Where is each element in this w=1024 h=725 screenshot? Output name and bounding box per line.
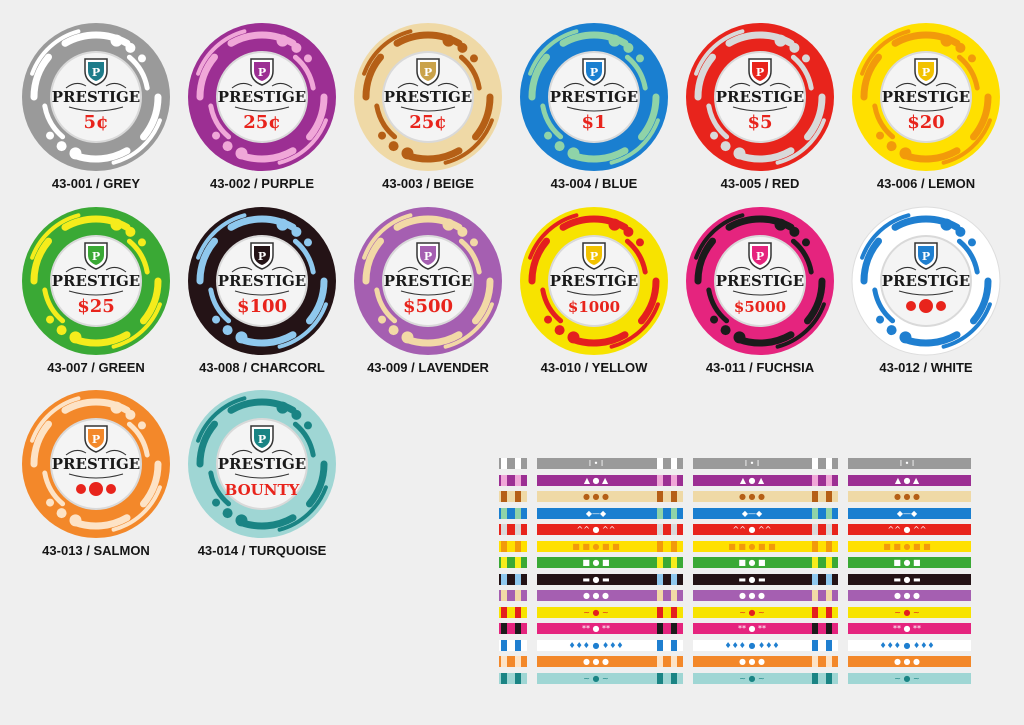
poker-chip-red: P PRESTIGE $5	[685, 22, 835, 172]
svg-text:$25: $25	[77, 296, 115, 317]
svg-text:PRESTIGE: PRESTIGE	[218, 455, 306, 473]
svg-text:PRESTIGE: PRESTIGE	[716, 88, 804, 106]
svg-text:$500: $500	[403, 296, 453, 317]
poker-chip-lavender: P PRESTIGE $500	[353, 206, 503, 356]
svg-text:P: P	[922, 66, 930, 79]
poker-chip-charcorl: P PRESTIGE $100	[187, 206, 337, 356]
edge-stripe-row: ■ ● ■ ■ ● ■ ■ ● ■	[499, 557, 971, 568]
edge-stripe-row: ♦♦♦ ● ♦♦♦ ♦♦♦ ● ♦♦♦ ♦♦♦ ● ♦♦♦	[499, 639, 971, 651]
svg-text:PRESTIGE: PRESTIGE	[384, 272, 472, 290]
svg-text:$5: $5	[747, 112, 772, 133]
svg-text:PRESTIGE: PRESTIGE	[52, 455, 140, 473]
chip-label: 43-008 / CHARCORL	[199, 360, 325, 375]
svg-text:PRESTIGE: PRESTIGE	[716, 272, 804, 290]
chip-label: 43-005 / RED	[720, 176, 800, 191]
poker-chip-yellow: P PRESTIGE $1000	[519, 206, 669, 356]
svg-text:PRESTIGE: PRESTIGE	[218, 272, 306, 290]
svg-text:P: P	[424, 250, 432, 263]
chip-label: 43-006 / LEMON	[876, 176, 976, 191]
chip-label: 43-010 / YELLOW	[540, 360, 648, 375]
poker-chip-turquoise: P PRESTIGE BOUNTY	[187, 389, 337, 539]
poker-chip-purple: P PRESTIGE 25¢	[187, 22, 337, 172]
chip-label: 43-012 / WHITE	[879, 360, 973, 375]
svg-text:P: P	[92, 250, 100, 263]
svg-text:$100: $100	[237, 296, 287, 317]
poker-chip-green: P PRESTIGE $25	[21, 206, 171, 356]
edge-stripe-row: ■ ■ ● ■ ■ ■ ■ ● ■ ■ ■ ■ ● ■ ■	[499, 540, 971, 552]
edge-stripe-row: ▬ ● ▬ ▬ ● ▬ ▬ ● ▬	[499, 573, 971, 585]
svg-text:BOUNTY: BOUNTY	[225, 481, 300, 499]
svg-text:25¢: 25¢	[243, 112, 281, 133]
svg-text:P: P	[92, 433, 100, 446]
poker-chip-lemon: P PRESTIGE $20	[851, 22, 1001, 172]
poker-chip-salmon: P PRESTIGE	[21, 389, 171, 539]
svg-text:$1: $1	[581, 112, 606, 133]
poker-chip-fuchsia: P PRESTIGE $5000	[685, 206, 835, 356]
svg-text:5¢: 5¢	[83, 112, 108, 133]
svg-text:PRESTIGE: PRESTIGE	[52, 88, 140, 106]
svg-text:$1000: $1000	[568, 298, 620, 316]
chip-label: 43-003 / BEIGE	[382, 176, 474, 191]
svg-text:P: P	[258, 66, 266, 79]
poker-chip-white: P PRESTIGE	[851, 206, 1001, 356]
edge-stripe-row: ~ ● ~ ~ ● ~ ~ ● ~	[499, 672, 971, 684]
edge-stripe-row: ~ ● ~ ~ ● ~ ~ ● ~	[499, 606, 971, 618]
svg-text:PRESTIGE: PRESTIGE	[882, 272, 970, 290]
svg-text:P: P	[756, 250, 764, 263]
svg-text:P: P	[756, 66, 764, 79]
svg-text:PRESTIGE: PRESTIGE	[550, 88, 638, 106]
svg-text:P: P	[590, 250, 598, 263]
svg-text:P: P	[258, 433, 266, 446]
svg-text:P: P	[590, 66, 598, 79]
poker-chip-blue: P PRESTIGE $1	[519, 22, 669, 172]
svg-text:PRESTIGE: PRESTIGE	[384, 88, 472, 106]
svg-text:P: P	[922, 250, 930, 263]
svg-text:PRESTIGE: PRESTIGE	[52, 272, 140, 290]
chip-label: 43-011 / FUCHSIA	[705, 360, 815, 375]
svg-text:PRESTIGE: PRESTIGE	[550, 272, 638, 290]
edge-stripe-row: ** ● ** ** ● ** ** ● **	[499, 623, 971, 634]
edge-stripe-row: ● ● ● ● ● ● ● ● ●	[499, 590, 971, 601]
chip-label: 43-013 / SALMON	[42, 543, 150, 558]
svg-text:$5000: $5000	[734, 298, 786, 316]
svg-text:P: P	[424, 66, 432, 79]
chip-label: 43-001 / GREY	[51, 176, 141, 191]
svg-text:$20: $20	[907, 112, 945, 133]
svg-text:25¢: 25¢	[409, 112, 447, 133]
svg-text:PRESTIGE: PRESTIGE	[218, 88, 306, 106]
chip-label: 43-007 / GREEN	[47, 360, 145, 375]
svg-text:P: P	[258, 250, 266, 263]
chip-label: 43-009 / LAVENDER	[367, 360, 489, 375]
edge-stripe-row: ● ● ● ● ● ● ● ● ●	[499, 491, 971, 502]
poker-chip-grey: P PRESTIGE 5¢	[21, 22, 171, 172]
edge-stripe-row: ▲ ● ▲ ▲ ● ▲ ▲ ● ▲	[499, 474, 971, 486]
svg-text:PRESTIGE: PRESTIGE	[882, 88, 970, 106]
edge-stripe-row: ^^ ● ^^ ^^ ● ^^ ^^ ● ^^	[499, 524, 971, 535]
svg-text:P: P	[92, 66, 100, 79]
poker-chip-beige: P PRESTIGE 25¢	[353, 22, 503, 172]
edge-stripe-row: ● ● ● ● ● ● ● ● ●	[499, 656, 971, 667]
edge-stripe-row: ◆—◆ ◆—◆ ◆—◆	[499, 507, 971, 519]
chip-label: 43-004 / BLUE	[550, 176, 638, 191]
chip-label: 43-014 / TURQUOISE	[197, 543, 327, 558]
chip-label: 43-002 / PURPLE	[209, 176, 315, 191]
